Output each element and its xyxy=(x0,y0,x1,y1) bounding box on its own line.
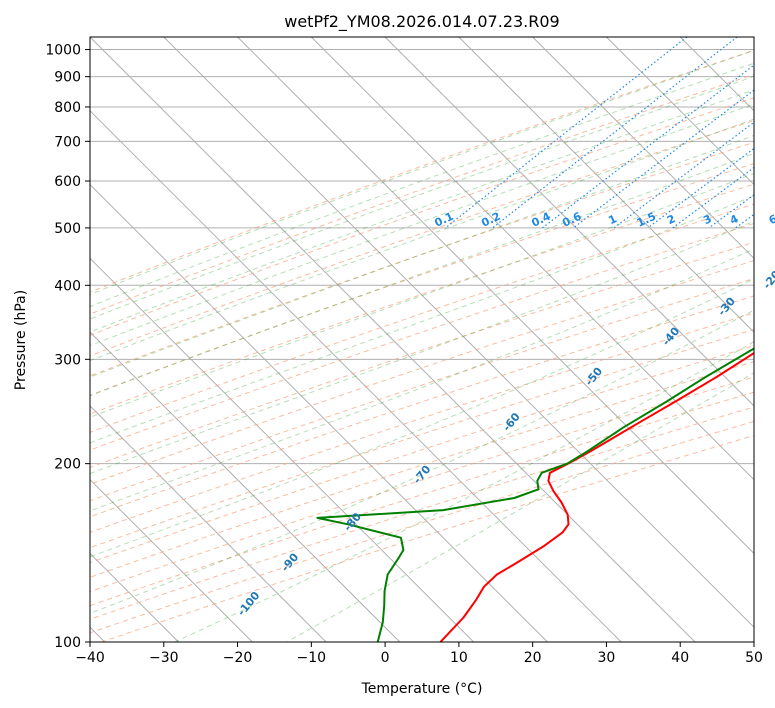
y-tick-label: 1000 xyxy=(45,43,81,59)
x-axis-label: Temperature (°C) xyxy=(361,681,483,697)
dewpoint-line xyxy=(316,347,754,642)
mixing-ratio-label: 6 xyxy=(767,212,775,227)
moist-adiabat-line xyxy=(90,118,754,362)
isotherm-line xyxy=(384,37,754,407)
y-tick-label: 300 xyxy=(54,352,81,368)
x-tick-label: 30 xyxy=(598,650,616,666)
series-layer xyxy=(316,347,754,642)
plot-area xyxy=(90,37,754,642)
moist-adiabat-line xyxy=(90,62,754,308)
mixing-ratio-line xyxy=(672,166,754,229)
dry-adiabat-line xyxy=(90,391,754,607)
dry-adiabat-line xyxy=(90,163,754,396)
isotherm-line xyxy=(90,37,696,642)
isotherm-line xyxy=(90,110,622,642)
moist-adiabat-line xyxy=(90,220,754,475)
y-tick-label: 500 xyxy=(54,221,81,237)
y-axis-label: Pressure (hPa) xyxy=(13,290,29,390)
dry-adiabat-line xyxy=(90,141,754,377)
y-tick-label: 700 xyxy=(54,134,81,150)
dry-adiabat-line xyxy=(90,345,754,564)
isotherm-line xyxy=(237,37,754,555)
x-tick-label: −40 xyxy=(75,650,105,666)
isotherm-line xyxy=(606,37,754,186)
moist-adiabat-line xyxy=(90,309,754,614)
plot-frame xyxy=(89,36,755,643)
moist-adiabat-line xyxy=(90,75,754,320)
chart-title: wetPf2_YM08.2026.014.07.23.R09 xyxy=(284,12,559,32)
temperature-line xyxy=(439,351,754,642)
dry-adiabat-line xyxy=(90,203,754,433)
isotherm-line xyxy=(90,257,475,642)
x-tick-label: 10 xyxy=(450,650,468,666)
isotherm-line xyxy=(90,183,548,642)
x-tick-label: −10 xyxy=(297,650,327,666)
mixing-ratio-line xyxy=(573,89,754,229)
dry-adiabat-line xyxy=(90,49,754,293)
x-tick-label: −20 xyxy=(223,650,253,666)
moist-adiabat-line xyxy=(90,89,754,333)
dry-adiabat-line xyxy=(90,260,754,485)
x-tick-label: 40 xyxy=(671,650,689,666)
dry-adiabat-line xyxy=(90,241,754,468)
moist-adiabat-line xyxy=(90,49,754,295)
background-lines xyxy=(90,37,754,642)
y-tick-label: 900 xyxy=(54,70,81,86)
y-tick-label: 100 xyxy=(54,635,81,651)
x-tick-label: 0 xyxy=(381,650,390,666)
x-tick-label: 20 xyxy=(524,650,542,666)
dry-adiabat-line xyxy=(90,73,754,315)
y-tick-label: 800 xyxy=(54,100,81,116)
x-tick-label: 50 xyxy=(745,650,763,666)
isotherm-line xyxy=(90,331,401,642)
y-tick-label: 400 xyxy=(54,278,81,294)
moist-adiabat-line xyxy=(90,278,754,558)
isotherm-line xyxy=(163,37,754,628)
isotherm-line xyxy=(90,405,327,642)
axes: −40 −30 −20 −10 0 10 20 30 40 50 100 200 300 400 500 60… xyxy=(45,43,763,666)
mixing-ratio-line xyxy=(492,37,738,229)
moist-adiabat-line xyxy=(90,195,754,444)
x-tick-label: −30 xyxy=(149,650,179,666)
dry-adiabat-line xyxy=(90,312,754,533)
y-tick-label: 600 xyxy=(54,174,81,190)
y-tick-label: 200 xyxy=(54,457,81,473)
dry-adiabat-line xyxy=(90,360,754,578)
dry-adiabat-line xyxy=(90,295,754,518)
isotherm-line xyxy=(458,37,754,333)
moist-adiabat-line xyxy=(90,152,754,397)
mixing-ratio-line xyxy=(542,64,754,229)
